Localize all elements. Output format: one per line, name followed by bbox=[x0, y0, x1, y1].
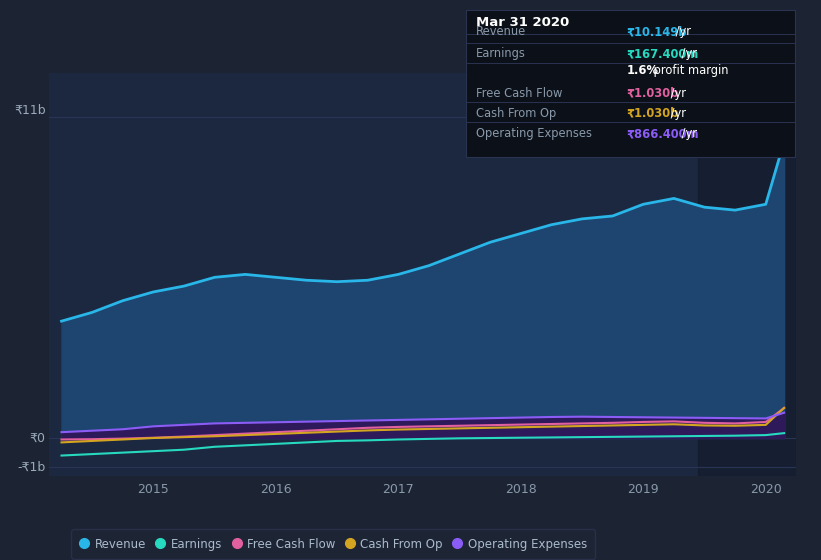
Text: /yr: /yr bbox=[667, 107, 686, 120]
Text: ₹1.030b: ₹1.030b bbox=[626, 87, 679, 100]
Text: Mar 31 2020: Mar 31 2020 bbox=[476, 16, 570, 29]
Text: /yr: /yr bbox=[678, 48, 697, 60]
Text: ₹167.400m: ₹167.400m bbox=[626, 48, 699, 60]
Text: Revenue: Revenue bbox=[476, 25, 526, 38]
Text: -₹1b: -₹1b bbox=[17, 461, 45, 474]
Legend: Revenue, Earnings, Free Cash Flow, Cash From Op, Operating Expenses: Revenue, Earnings, Free Cash Flow, Cash … bbox=[71, 529, 595, 559]
Text: ₹0: ₹0 bbox=[30, 432, 45, 445]
Bar bbox=[699, 73, 796, 476]
Text: Earnings: Earnings bbox=[476, 48, 526, 60]
Text: /yr: /yr bbox=[667, 87, 686, 100]
Text: ₹10.149b: ₹10.149b bbox=[626, 25, 687, 38]
Text: ₹866.400m: ₹866.400m bbox=[626, 127, 699, 140]
Text: Free Cash Flow: Free Cash Flow bbox=[476, 87, 562, 100]
Text: Operating Expenses: Operating Expenses bbox=[476, 127, 592, 140]
Text: Cash From Op: Cash From Op bbox=[476, 107, 557, 120]
Text: 1.6%: 1.6% bbox=[626, 64, 658, 77]
Text: /yr: /yr bbox=[672, 25, 691, 38]
Text: ₹11b: ₹11b bbox=[14, 104, 45, 116]
Text: ₹1.030b: ₹1.030b bbox=[626, 107, 679, 120]
Text: /yr: /yr bbox=[678, 127, 697, 140]
Text: profit margin: profit margin bbox=[650, 64, 728, 77]
